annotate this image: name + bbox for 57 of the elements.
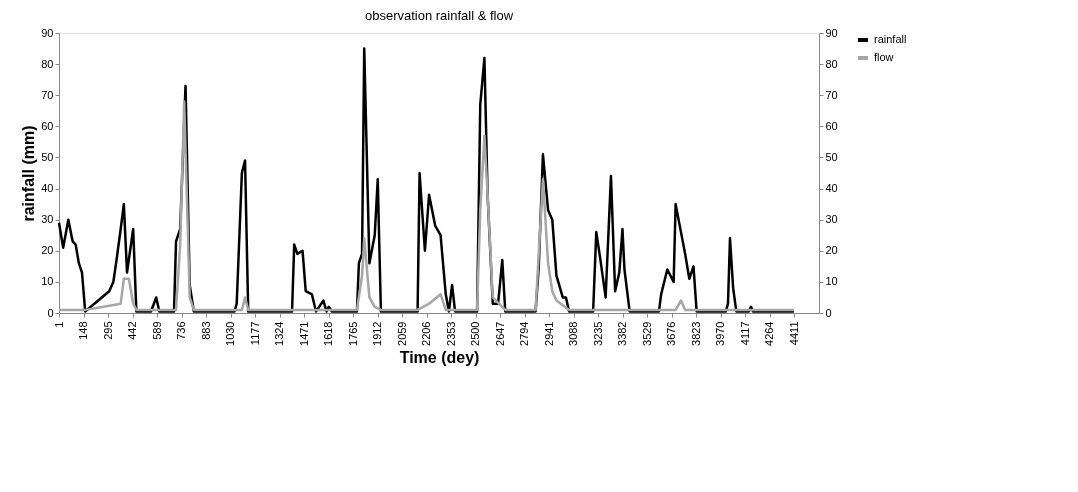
x-tick-label: 2500: [469, 321, 482, 346]
x-tick-label: 2206: [420, 321, 433, 346]
x-tick-label: 3676: [665, 321, 678, 346]
x-tick-label: 4264: [763, 321, 776, 346]
x-tick-label: 3529: [640, 321, 653, 346]
x-tick-label: 1177: [248, 321, 261, 346]
x-tick-label: 1030: [224, 321, 237, 346]
x-tick-label: 1912: [371, 321, 384, 346]
y2-tick-label: 10: [825, 275, 838, 288]
y-tick-label: 80: [41, 57, 54, 70]
x-tick-label: 3382: [616, 321, 629, 346]
chart-title: observation rainfall & flow: [364, 8, 514, 23]
x-tick-label: 3235: [591, 321, 604, 346]
x-axis-title: Time (dey): [399, 348, 480, 366]
x-tick-label: 736: [175, 321, 188, 340]
x-tick-label: 2794: [518, 321, 531, 346]
y2-tick-label: 60: [825, 119, 838, 132]
x-tick-label: 1471: [297, 321, 310, 346]
y2-tick-label: 70: [825, 88, 838, 101]
x-tick-label: 295: [101, 321, 114, 340]
y-tick-label: 20: [41, 244, 54, 257]
y-axis-title: rainfall (mm): [20, 125, 38, 222]
x-tick-label: 2941: [542, 321, 555, 346]
x-tick-label: 589: [150, 321, 163, 340]
y2-tick-label: 0: [825, 306, 832, 319]
line-series: [57, 100, 796, 312]
x-tick-label: 3823: [689, 321, 702, 346]
y-tick-label: 30: [41, 213, 54, 226]
y-tick-label: 40: [41, 182, 54, 195]
y2-tick-label: 20: [825, 244, 838, 257]
y2-tick-label: 80: [825, 57, 838, 70]
legend-label: rainfall: [874, 33, 907, 45]
y-tick-label: 0: [47, 306, 54, 319]
x-tick-label: 1324: [273, 321, 286, 346]
y2-tick-label: 90: [825, 26, 838, 39]
x-tick-label: 4411: [787, 321, 800, 346]
x-tick-label: 3970: [714, 321, 727, 346]
y2-tick-label: 40: [825, 182, 838, 195]
y2-tick-label: 50: [825, 150, 838, 163]
x-tick-label: 3088: [567, 321, 580, 346]
x-tick-label: 1618: [322, 321, 335, 346]
x-tick-label: 1765: [346, 321, 359, 346]
y-tick-label: 90: [41, 26, 54, 39]
x-tick-label: 148: [77, 321, 90, 340]
x-tick-label: 4117: [738, 321, 751, 346]
y-tick-label: 70: [41, 88, 54, 101]
y2-tick-label: 30: [825, 213, 838, 226]
x-tick-label: 2059: [395, 321, 408, 346]
x-tick-label: 2353: [444, 321, 457, 346]
y-tick-label: 50: [41, 150, 54, 163]
y-tick-label: 60: [41, 119, 54, 132]
y-tick-label: 10: [41, 275, 54, 288]
x-tick-label: 883: [199, 321, 212, 340]
x-tick-label: 442: [126, 321, 139, 340]
legend-label: flow: [874, 51, 894, 63]
x-tick-label: 2647: [493, 321, 506, 346]
x-tick-label: 1: [52, 321, 65, 328]
